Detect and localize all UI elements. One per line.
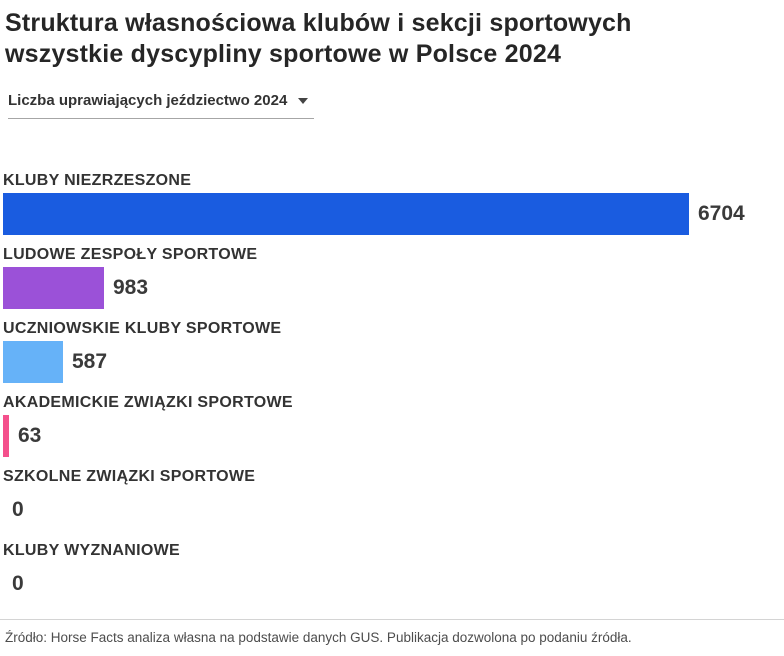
- bar: [3, 415, 9, 457]
- source-note: Źródło: Horse Facts analiza własna na po…: [5, 630, 632, 645]
- chart-row: SZKOLNE ZWIĄZKI SPORTOWE 0: [3, 467, 784, 531]
- bar: [3, 193, 689, 235]
- chart-row: LUDOWE ZESPOŁY SPORTOWE 983: [3, 245, 784, 309]
- category-label: AKADEMICKIE ZWIĄZKI SPORTOWE: [3, 394, 293, 411]
- chart-title: Struktura własnościowa klubów i sekcji s…: [5, 8, 764, 70]
- category-label: KLUBY WYZNANIOWE: [3, 542, 180, 559]
- value-label: 0: [12, 572, 24, 595]
- bar-line: 6704: [3, 193, 784, 235]
- bar: [3, 267, 104, 309]
- chart-row: UCZNIOWSKIE KLUBY SPORTOWE 587: [3, 319, 784, 383]
- value-label: 587: [72, 350, 108, 373]
- chart-row: AKADEMICKIE ZWIĄZKI SPORTOWE 63: [3, 393, 784, 457]
- bar-chart: KLUBY NIEZRZESZONE 6704 LUDOWE ZESPOŁY SPO…: [0, 171, 784, 605]
- caret-down-icon: [298, 97, 309, 104]
- chart-row: KLUBY WYZNANIOWE 0: [3, 541, 784, 605]
- bar: [3, 341, 63, 383]
- bar-line: 983: [3, 267, 784, 309]
- category-label: SZKOLNE ZWIĄZKI SPORTOWE: [3, 468, 256, 485]
- value-label: 6704: [698, 202, 745, 225]
- chart-title-line1: Struktura własnościowa klubów i sekcji s…: [5, 9, 632, 37]
- bar-line: 0: [3, 489, 784, 531]
- chart-row: KLUBY NIEZRZESZONE 6704: [3, 171, 784, 235]
- bar-line: 0: [3, 563, 784, 605]
- value-label: 63: [18, 424, 42, 447]
- chart-title-line2: wszystkie dyscypliny sportowe w Polsce 2…: [5, 40, 562, 68]
- dataset-dropdown[interactable]: Liczba uprawiających jeździectwo 2024: [8, 92, 315, 119]
- header: Struktura własnościowa klubów i sekcji s…: [0, 8, 784, 119]
- dataset-dropdown-label: Liczba uprawiających jeździectwo 2024: [8, 92, 288, 109]
- bar-line: 587: [3, 341, 784, 383]
- category-label: LUDOWE ZESPOŁY SPORTOWE: [3, 246, 258, 263]
- footer: Źródło: Horse Facts analiza własna na po…: [0, 619, 784, 646]
- category-label: UCZNIOWSKIE KLUBY SPORTOWE: [3, 320, 282, 337]
- value-label: 0: [12, 498, 24, 521]
- category-label: KLUBY NIEZRZESZONE: [3, 172, 192, 189]
- value-label: 983: [113, 276, 149, 299]
- bar-line: 63: [3, 415, 784, 457]
